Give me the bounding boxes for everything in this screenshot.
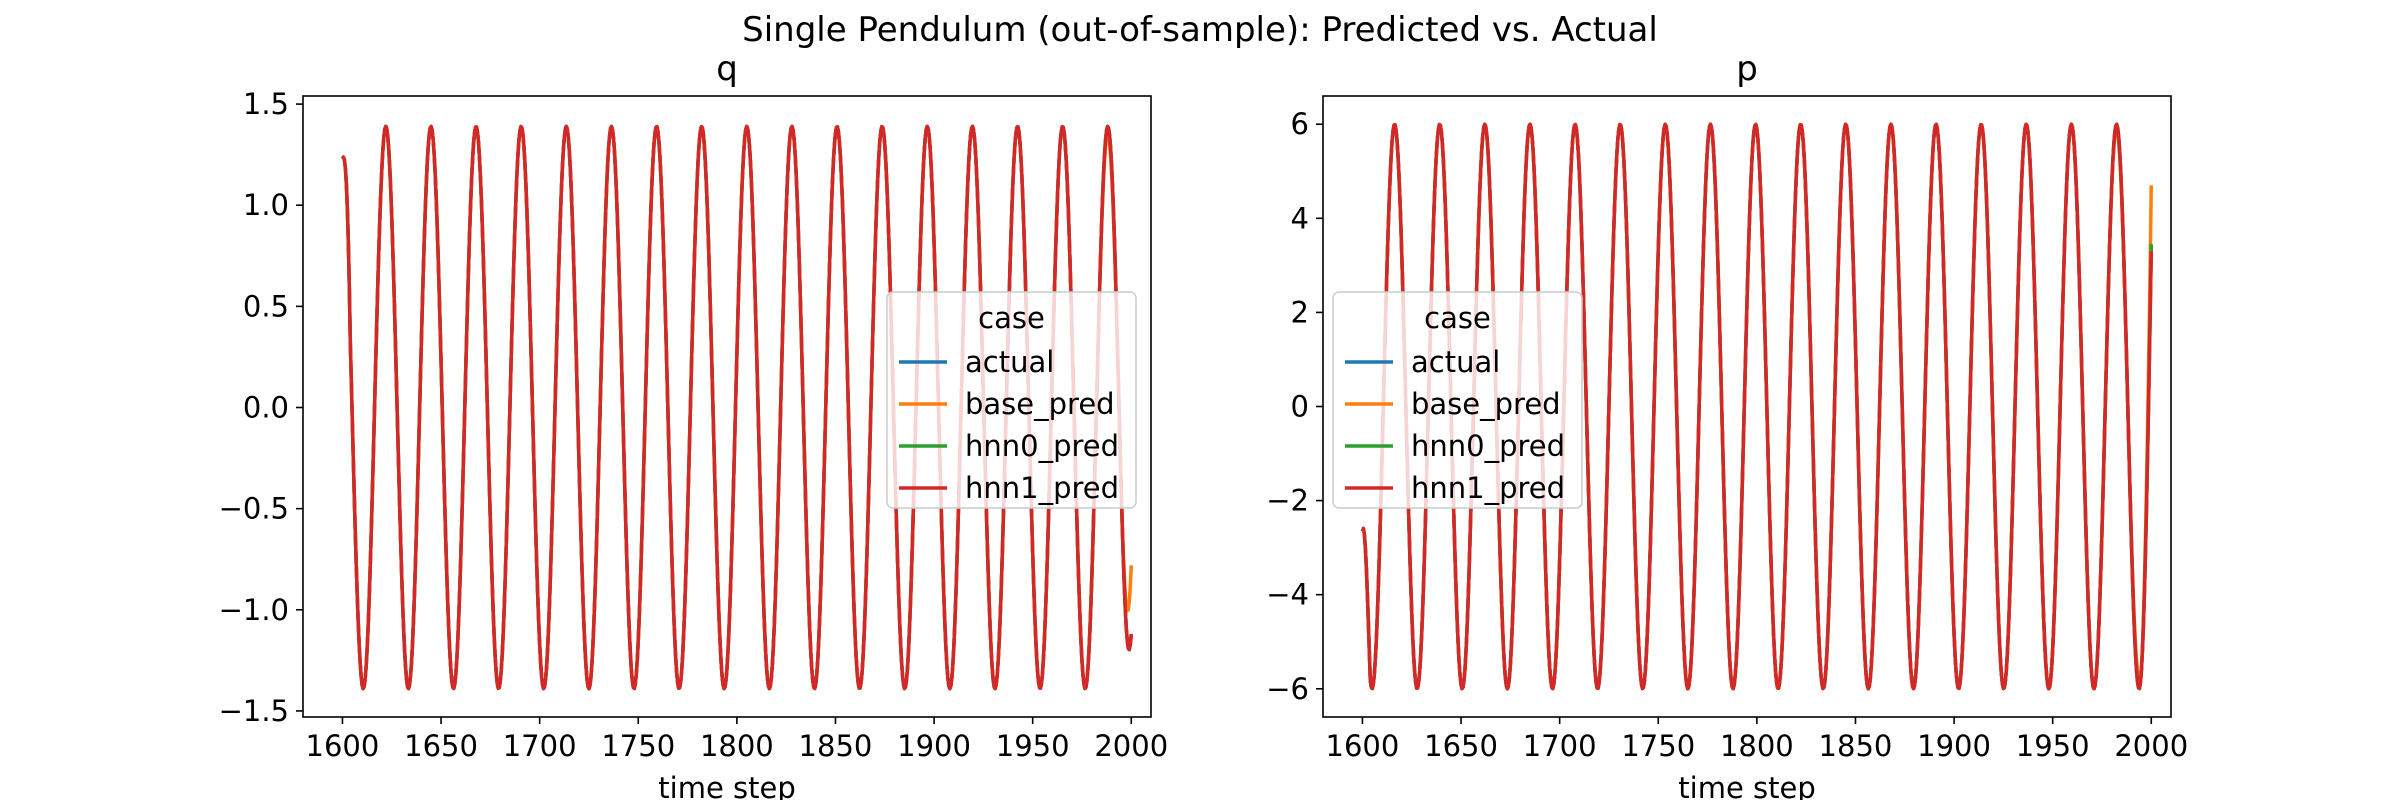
subplot-title: q bbox=[716, 49, 738, 89]
y-tick-label: 4 bbox=[1291, 201, 1309, 235]
y-tick-label: 0.0 bbox=[243, 391, 289, 425]
legend-title: case bbox=[978, 301, 1045, 335]
legend-label: hnn0_pred bbox=[1411, 429, 1565, 463]
x-tick-label: 1650 bbox=[1424, 729, 1498, 763]
subplot-p: p time step 1600 1650 1700 1750 1800 1850 1900… bbox=[1266, 49, 2188, 800]
y-tick-label: 2 bbox=[1291, 295, 1309, 329]
legend-label: actual bbox=[1411, 345, 1500, 379]
x-tick-label: 1600 bbox=[306, 729, 380, 763]
legend-label: hnn0_pred bbox=[965, 429, 1119, 463]
series-line-hnn1_pred bbox=[340, 124, 1134, 691]
figure-title: Single Pendulum (out-of-sample): Predict… bbox=[742, 10, 1658, 50]
plot-area: 1600 1650 1700 1750 1800 1850 1900 1950 2000 −1.5… bbox=[219, 87, 1169, 763]
y-tick-label: 1.5 bbox=[243, 87, 289, 121]
x-tick-label: 2000 bbox=[1094, 729, 1168, 763]
x-axis-label: time step bbox=[1678, 771, 1815, 800]
x-tick-label: 1650 bbox=[404, 729, 478, 763]
y-tick-label: 0 bbox=[1291, 390, 1309, 424]
x-tick-label: 1600 bbox=[1326, 729, 1400, 763]
legend: case actual base_pred hnn0_pred hnn1_pred bbox=[1332, 291, 1583, 509]
x-tick-label: 1900 bbox=[897, 729, 971, 763]
y-tick-label: −1.0 bbox=[219, 593, 289, 627]
subplot-q: q time step 1600 1650 1700 1750 1800 1850 1900… bbox=[219, 49, 1169, 800]
x-tick-label: 1800 bbox=[700, 729, 774, 763]
legend-label: base_pred bbox=[965, 387, 1115, 421]
x-tick-label: 1950 bbox=[996, 729, 1070, 763]
x-tick-label: 1700 bbox=[1523, 729, 1597, 763]
x-tick-label: 1850 bbox=[1819, 729, 1893, 763]
x-tick-label: 1900 bbox=[1917, 729, 1991, 763]
subplot-title: p bbox=[1736, 49, 1758, 89]
x-tick-label: 1750 bbox=[601, 729, 675, 763]
legend-label: actual bbox=[965, 345, 1054, 379]
x-tick-label: 1950 bbox=[2016, 729, 2090, 763]
series-lines bbox=[340, 124, 1134, 691]
y-tick-label: 0.5 bbox=[243, 289, 289, 323]
y-tick-label: −6 bbox=[1266, 672, 1309, 706]
y-tick-label: −0.5 bbox=[219, 492, 289, 526]
x-tick-label: 1850 bbox=[799, 729, 873, 763]
x-tick-label: 1700 bbox=[503, 729, 577, 763]
axes-frame bbox=[302, 95, 1152, 718]
legend: case actual base_pred hnn0_pred hnn1_pred bbox=[886, 291, 1137, 509]
plot-area: 1600 1650 1700 1750 1800 1850 1900 1950 2000 −6 −4… bbox=[1266, 95, 2188, 763]
y-tick-label: −2 bbox=[1266, 484, 1309, 518]
legend-title: case bbox=[1424, 301, 1491, 335]
x-tick-label: 2000 bbox=[2114, 729, 2188, 763]
y-tick-label: 1.0 bbox=[243, 188, 289, 222]
x-tick-label: 1750 bbox=[1621, 729, 1695, 763]
x-tick-label: 1800 bbox=[1720, 729, 1794, 763]
y-tick-label: −1.5 bbox=[219, 694, 289, 728]
y-tick-label: −4 bbox=[1266, 578, 1309, 612]
legend-label: hnn1_pred bbox=[1411, 471, 1565, 505]
y-tick-label: 6 bbox=[1291, 107, 1309, 141]
legend-label: base_pred bbox=[1411, 387, 1561, 421]
x-axis-label: time step bbox=[658, 771, 795, 800]
legend-label: hnn1_pred bbox=[965, 471, 1119, 505]
